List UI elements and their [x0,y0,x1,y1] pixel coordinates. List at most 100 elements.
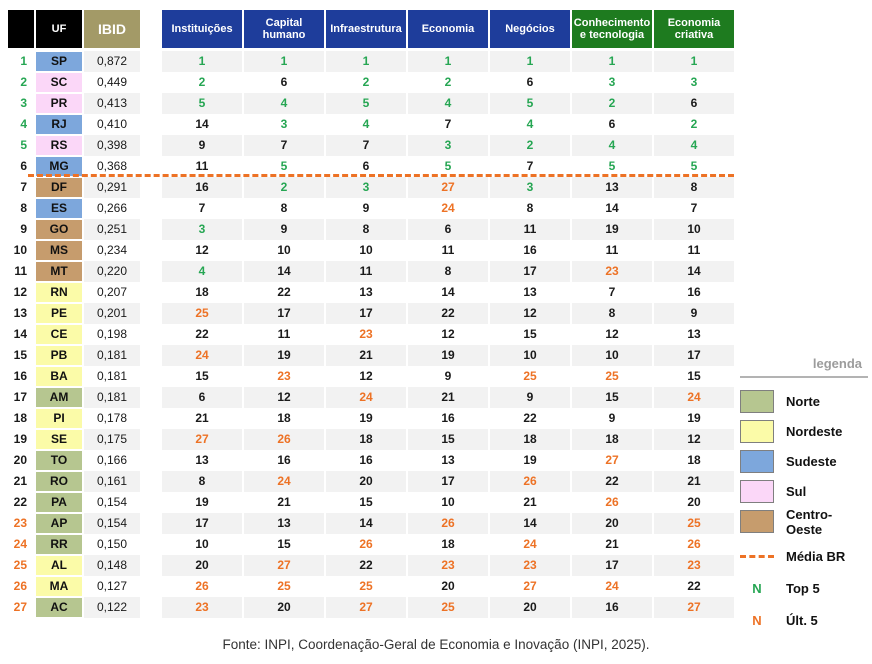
pillar-rank-cell: 23 [359,327,373,341]
pillar-rank-cell: 12 [195,243,209,257]
header-pillar: Negócios [490,10,570,48]
pillar-rank-cell: 8 [654,177,734,198]
uf-cell: DF [36,177,82,198]
legend-region-swatch [740,480,774,503]
table-row: 19 SE 0,175 27 26 18 15 18 18 12 [8,429,738,450]
pillar-rank-cell: 25 [654,513,734,534]
ibid-cell: 0,368 [96,159,128,173]
pillar-rank-cell: 14 [605,201,619,215]
pillar-rank-cell: 10 [441,495,455,509]
ibid-cell: 0,291 [84,177,140,198]
row-spacer [142,198,160,219]
pillar-rank-cell: 25 [523,369,537,383]
pillar-rank-cell: 22 [572,471,652,492]
row-spacer [142,114,160,135]
legend-media-br-label: Média BR [786,548,846,564]
pillar-rank-cell: 27 [162,429,242,450]
pillar-rank-cell: 7 [690,201,698,215]
header-ibid: IBID [84,10,140,48]
pillar-rank-cell: 1 [162,51,242,72]
pillar-rank-cell: 10 [572,345,652,366]
pillar-rank-cell: 2 [490,135,570,156]
row-spacer [142,177,160,198]
rank-cell: 25 [13,558,27,572]
legend-item-media-br: Média BR [740,547,868,565]
pillar-rank-cell: 22 [523,411,537,425]
pillar-rank-cell: 3 [326,177,406,198]
legend-title: legenda [812,356,862,371]
pillar-rank-cell: 27 [654,597,734,618]
pillar-rank-cell: 2 [690,117,698,131]
pillar-rank-cell: 26 [359,537,373,551]
uf-cell: TO [36,450,82,471]
pillar-rank-cell: 18 [687,453,701,467]
ibid-cell: 0,166 [96,453,128,467]
pillar-rank-cell: 17 [326,303,406,324]
pillar-rank-cell: 11 [687,243,701,257]
pillar-rank-cell: 20 [572,513,652,534]
pillar-rank-cell: 11 [195,159,209,173]
rank-cell: 5 [20,138,27,152]
uf-cell: MT [36,261,82,282]
pillar-rank-cell: 15 [277,537,291,551]
uf-cell: SE [36,429,82,450]
pillar-rank-cell: 17 [572,555,652,576]
pillar-rank-cell: 5 [608,159,616,173]
pillar-rank-cell: 4 [526,117,534,131]
pillar-rank-cell: 24 [244,471,324,492]
ibid-cell: 0,161 [84,471,140,492]
pillar-rank-cell: 25 [162,303,242,324]
row-spacer [142,471,160,492]
legend-region-swatch [740,420,774,443]
pillar-rank-cell: 15 [195,369,209,383]
row-spacer [142,135,160,156]
ult5-symbol: N [752,612,762,628]
header-spacer [142,10,160,48]
pillar-rank-cell: 5 [280,159,288,173]
row-spacer [142,282,160,303]
uf-cell: PE [36,303,82,324]
rank-cell: 3 [20,96,27,110]
uf-cell: RR [36,534,82,555]
pillar-rank-cell: 2 [362,75,370,89]
uf-cell: SP [36,51,82,72]
legend-region-label: Nordeste [786,424,843,439]
uf-cell: SC [36,72,82,93]
pillar-rank-cell: 9 [490,387,570,408]
table-row: 20 TO 0,166 13 16 16 13 19 27 18 [8,450,738,471]
rank-cell: 20 [13,453,27,467]
pillar-rank-cell: 26 [490,471,570,492]
table-row: 12 RN 0,207 18 22 13 14 13 7 16 [8,282,738,303]
header-pillar: Economia criativa [654,10,734,48]
pillar-rank-cell: 16 [359,453,373,467]
pillar-rank-cell: 13 [687,327,701,341]
rank-cell: 4 [20,117,27,131]
pillar-rank-cell: 21 [408,387,488,408]
pillar-rank-cell: 13 [572,177,652,198]
table-row: 17 AM 0,181 6 12 24 21 9 15 24 [8,387,738,408]
rank-cell: 23 [13,516,27,530]
pillar-rank-cell: 19 [687,411,701,425]
pillar-rank-cell: 1 [654,51,734,72]
legend-item-top5: N Top 5 [740,579,868,597]
pillar-rank-cell: 19 [523,453,537,467]
rank-cell: 22 [13,495,27,509]
pillar-rank-cell: 10 [490,345,570,366]
pillar-rank-cell: 8 [326,219,406,240]
pillar-rank-cell: 16 [277,453,291,467]
pillar-rank-cell: 7 [608,285,616,299]
row-spacer [142,492,160,513]
pillar-rank-cell: 24 [523,537,537,551]
ibid-cell: 0,181 [84,387,140,408]
rank-cell: 10 [13,243,27,257]
ibid-cell: 0,251 [84,219,140,240]
pillar-rank-cell: 3 [490,177,570,198]
pillar-rank-cell: 23 [162,597,242,618]
pillar-rank-cell: 26 [687,537,701,551]
pillar-rank-cell: 25 [605,369,619,383]
uf-cell: PB [36,345,82,366]
legend-region-item: Norte [740,390,868,413]
table-row: 24 RR 0,150 10 15 26 18 24 21 26 [8,534,738,555]
pillar-rank-cell: 21 [326,345,406,366]
pillar-rank-cell: 17 [162,513,242,534]
